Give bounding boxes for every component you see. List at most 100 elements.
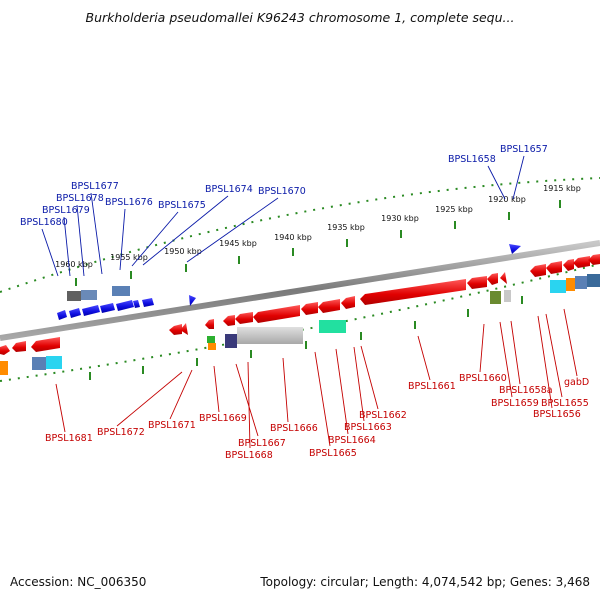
- gene-arrow[interactable]: [487, 273, 498, 285]
- gene-arrow[interactable]: [500, 272, 507, 284]
- feature-box[interactable]: [504, 290, 511, 302]
- leader-line: [247, 361, 251, 449]
- gene-arrow[interactable]: [341, 296, 355, 309]
- gene-label[interactable]: BPSL1681: [45, 433, 93, 444]
- gene-arrow[interactable]: [467, 276, 487, 289]
- leader-line: [335, 348, 349, 435]
- gene-arrow[interactable]: [0, 345, 10, 355]
- gene-arrow[interactable]: [563, 259, 574, 271]
- gene-label[interactable]: BPSL1671: [148, 420, 196, 431]
- feature-box[interactable]: [0, 361, 8, 375]
- leader-line: [41, 228, 59, 277]
- gene-arrow[interactable]: [205, 319, 214, 329]
- gene-arrow[interactable]: [530, 264, 546, 277]
- gene-label[interactable]: BPSL1680: [20, 217, 68, 228]
- gene-arrow[interactable]: [133, 300, 140, 308]
- gene-label[interactable]: BPSL1669: [199, 413, 247, 424]
- feature-box[interactable]: [319, 320, 346, 333]
- leader-line: [131, 211, 179, 267]
- gene-label[interactable]: BPSL1661: [408, 381, 456, 392]
- gene-label[interactable]: BPSL1658: [448, 154, 496, 165]
- feature-box[interactable]: [112, 286, 130, 296]
- gene-arrow[interactable]: [189, 295, 196, 306]
- feature-box[interactable]: [587, 274, 600, 287]
- gene-label[interactable]: BPSL1664: [328, 435, 376, 446]
- feature-box[interactable]: [208, 343, 216, 350]
- gene-arrow[interactable]: [116, 300, 134, 311]
- feature-box[interactable]: [237, 327, 303, 344]
- gene-label[interactable]: BPSL1657: [500, 144, 548, 155]
- leader-line: [55, 383, 66, 433]
- leader-line: [360, 345, 379, 410]
- gene-label[interactable]: BPSL1660: [459, 373, 507, 384]
- leader-line: [417, 335, 431, 381]
- leader-line: [142, 195, 229, 266]
- gene-arrow[interactable]: [12, 341, 26, 352]
- gene-arrow[interactable]: [318, 299, 340, 313]
- gene-label[interactable]: BPSL1667: [238, 438, 286, 449]
- gene-label[interactable]: gabD: [564, 377, 589, 388]
- leader-line: [563, 308, 578, 377]
- gene-label[interactable]: BPSL1656: [533, 409, 581, 420]
- minus-strand-features: [0, 274, 600, 375]
- minus-strand-genes[interactable]: [0, 254, 600, 355]
- gene-label[interactable]: BPSL1675: [158, 200, 206, 211]
- gene-label[interactable]: BPSL1676: [105, 197, 153, 208]
- gene-arrow[interactable]: [253, 305, 300, 323]
- gene-arrow[interactable]: [360, 279, 466, 305]
- gene-arrow[interactable]: [301, 302, 318, 315]
- gene-label[interactable]: BPSL1677: [71, 181, 119, 192]
- gene-arrow[interactable]: [546, 261, 562, 274]
- gene-label[interactable]: BPSL1666: [270, 423, 318, 434]
- gene-arrow[interactable]: [69, 308, 81, 318]
- scale-label: 1935 kbp: [327, 223, 365, 232]
- feature-box[interactable]: [490, 291, 501, 304]
- feature-box[interactable]: [566, 278, 575, 291]
- gene-label[interactable]: BPSL1663: [344, 422, 392, 433]
- gene-arrow[interactable]: [235, 312, 253, 324]
- scale-labels: 1915 kbp 1920 kbp 1925 kbp 1930 kbp 1935 kbp…: [55, 184, 581, 269]
- gene-label[interactable]: BPSL1662: [359, 410, 407, 421]
- gene-arrow[interactable]: [31, 337, 60, 352]
- scale-ticks: [75, 200, 576, 380]
- feature-box[interactable]: [46, 356, 62, 369]
- feature-box[interactable]: [207, 336, 215, 343]
- gene-label[interactable]: BPSL1670: [258, 186, 306, 197]
- gene-label[interactable]: BPSL1678: [56, 193, 104, 204]
- leader-line: [479, 323, 485, 373]
- leader-line: [63, 216, 71, 277]
- gene-arrow[interactable]: [100, 303, 115, 313]
- gene-arrow[interactable]: [588, 254, 600, 265]
- feature-box[interactable]: [32, 357, 46, 370]
- feature-box[interactable]: [225, 334, 237, 348]
- gene-label[interactable]: BPSL1655: [541, 398, 589, 409]
- gene-arrow[interactable]: [57, 310, 67, 320]
- gene-label[interactable]: BPSL1674: [205, 184, 253, 195]
- gene-arrow[interactable]: [169, 324, 182, 335]
- leader-line: [512, 155, 525, 200]
- gene-arrow[interactable]: [180, 323, 188, 335]
- scale-label: 1925 kbp: [435, 205, 473, 214]
- leader-line: [353, 346, 365, 422]
- gene-arrow[interactable]: [82, 305, 100, 316]
- feature-box[interactable]: [550, 280, 566, 293]
- gene-label[interactable]: BPSL1679: [42, 205, 90, 216]
- gene-arrow[interactable]: [509, 244, 521, 254]
- gene-arrow[interactable]: [223, 315, 235, 326]
- gene-label[interactable]: BPSL1672: [97, 427, 145, 438]
- feature-box[interactable]: [67, 291, 81, 301]
- gene-label[interactable]: BPSL1665: [309, 448, 357, 459]
- plus-strand-genes[interactable]: [57, 244, 521, 320]
- feature-box[interactable]: [575, 276, 587, 289]
- gene-label[interactable]: BPSL1668: [225, 450, 273, 461]
- gene-arrow[interactable]: [573, 256, 590, 268]
- backbone: [0, 240, 600, 341]
- gene-arrow[interactable]: [142, 298, 154, 307]
- gene-label[interactable]: BPSL1658a: [499, 385, 553, 396]
- leader-line: [235, 363, 259, 437]
- feature-box[interactable]: [81, 290, 97, 300]
- gene-label[interactable]: BPSL1659: [491, 398, 539, 409]
